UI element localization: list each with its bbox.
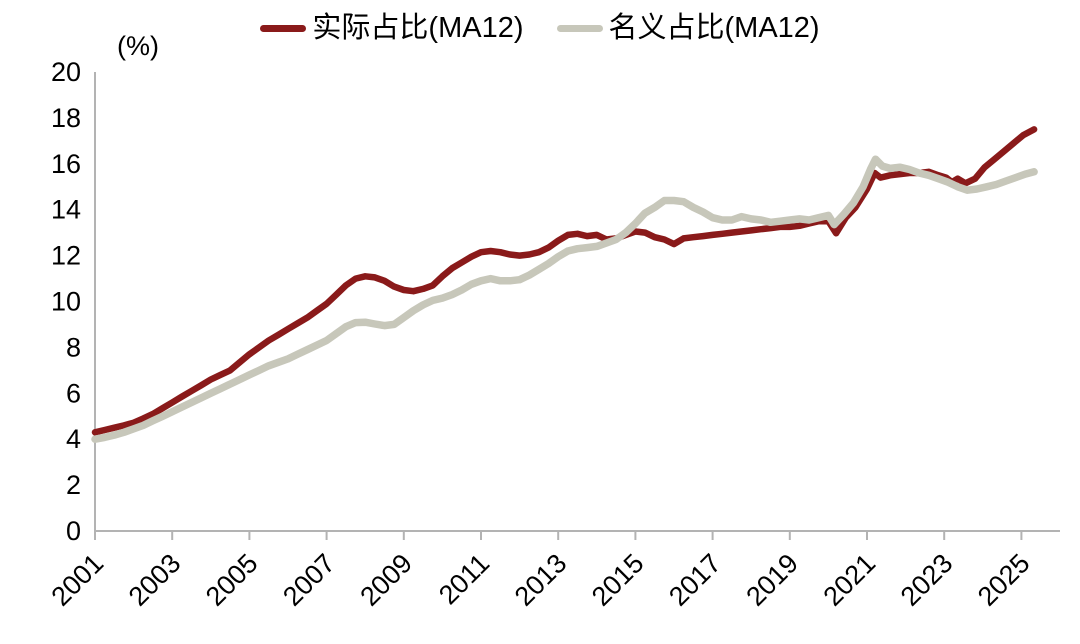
- x-tick-label: 2021: [818, 548, 882, 612]
- legend-line-swatch-actual: [260, 25, 307, 32]
- y-tick-label: 20: [51, 57, 81, 87]
- x-tick-label: 2017: [663, 548, 727, 612]
- legend-label-actual: 实际占比(MA12): [312, 12, 524, 44]
- legend-item-nominal-share: 名义占比(MA12): [556, 12, 820, 44]
- legend-line-swatch-nominal: [556, 25, 603, 32]
- x-tick-label: 2007: [277, 548, 341, 612]
- x-tick-label: 2023: [895, 548, 959, 612]
- y-tick-label: 0: [66, 516, 81, 546]
- x-tick-label: 2009: [354, 548, 418, 612]
- series-line-actual-share: [91, 126, 1038, 436]
- x-tick-label: 2003: [123, 548, 187, 612]
- y-tick-label: 16: [51, 149, 81, 179]
- legend-item-actual-share: 实际占比(MA12): [260, 12, 524, 44]
- x-tick-label: 2025: [972, 548, 1036, 612]
- legend-label-nominal: 名义占比(MA12): [608, 12, 820, 44]
- x-tick-label: 2005: [200, 548, 264, 612]
- x-tick-label: 2015: [586, 548, 650, 612]
- x-tick-label: 2011: [433, 548, 495, 610]
- y-tick-label: 2: [66, 470, 81, 500]
- y-tick-label: 18: [51, 103, 81, 133]
- y-tick-label: 10: [51, 287, 81, 317]
- x-tick-label: 2013: [509, 548, 573, 612]
- x-tick-label: 2019: [740, 548, 804, 612]
- y-tick-label: 8: [66, 332, 81, 362]
- y-tick-label: 14: [51, 195, 81, 225]
- chart-legend: 实际占比(MA12) 名义占比(MA12): [0, 14, 1080, 43]
- y-tick-label: 12: [51, 241, 81, 271]
- y-tick-label: 6: [66, 378, 81, 408]
- y-axis-unit-label: (%): [117, 31, 159, 61]
- series-line-nominal-share: [91, 155, 1038, 443]
- y-tick-label: 4: [66, 424, 81, 454]
- x-tick-label: 2001: [46, 548, 110, 612]
